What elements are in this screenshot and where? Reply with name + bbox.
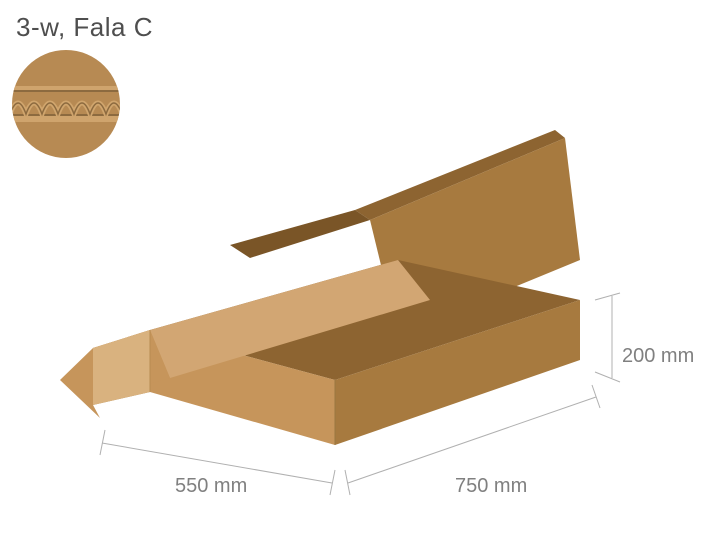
width-label: 750 mm [455, 475, 527, 498]
flute-sample-icon [10, 50, 122, 158]
height-label: 200 mm [622, 345, 694, 368]
product-diagram: 3-w, Fala C [0, 0, 720, 540]
box-illustration [60, 130, 580, 445]
depth-label: 550 mm [175, 475, 247, 498]
diagram-svg [0, 0, 720, 540]
